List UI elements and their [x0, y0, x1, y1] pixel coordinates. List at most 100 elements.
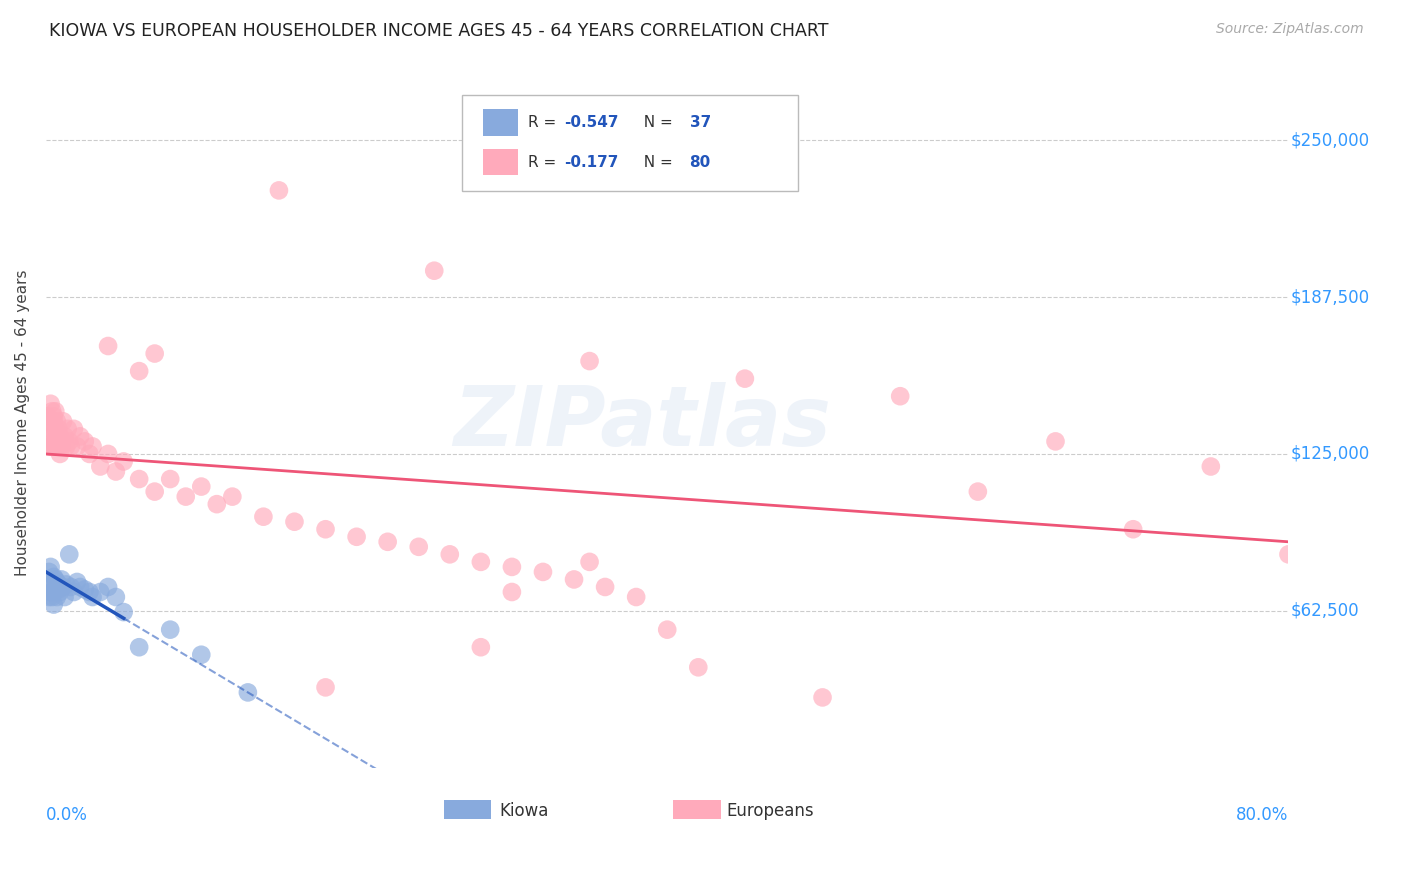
- Point: [59, 580, 82, 594]
- Point: [346, 530, 368, 544]
- Point: [190, 648, 212, 662]
- Point: [89, 459, 111, 474]
- Point: [578, 555, 600, 569]
- Point: [63, 585, 86, 599]
- Point: [42, 570, 65, 584]
- Point: [38, 439, 60, 453]
- Point: [39, 560, 62, 574]
- Point: [624, 590, 647, 604]
- Point: [69, 580, 91, 594]
- Point: [252, 509, 274, 524]
- Point: [58, 547, 80, 561]
- FancyBboxPatch shape: [484, 149, 519, 175]
- Point: [48, 439, 70, 453]
- Text: N =: N =: [634, 115, 678, 130]
- Point: [42, 409, 65, 424]
- Point: [66, 574, 89, 589]
- Point: [38, 590, 60, 604]
- Point: [1277, 547, 1299, 561]
- Text: N =: N =: [634, 154, 678, 169]
- Point: [1199, 459, 1222, 474]
- Point: [315, 522, 337, 536]
- Y-axis label: Householder Income Ages 45 - 64 years: Householder Income Ages 45 - 64 years: [15, 269, 30, 576]
- Point: [423, 263, 446, 277]
- Point: [51, 439, 73, 453]
- Point: [205, 497, 228, 511]
- FancyBboxPatch shape: [443, 800, 491, 820]
- Point: [48, 422, 70, 436]
- FancyBboxPatch shape: [463, 95, 797, 191]
- Point: [39, 585, 62, 599]
- Point: [174, 490, 197, 504]
- Point: [41, 439, 63, 453]
- Point: [97, 339, 120, 353]
- Point: [56, 422, 79, 436]
- Point: [53, 429, 76, 443]
- Point: [190, 479, 212, 493]
- Point: [470, 640, 492, 655]
- Point: [49, 429, 72, 443]
- Point: [159, 623, 181, 637]
- Point: [42, 434, 65, 449]
- Text: Europeans: Europeans: [727, 802, 814, 820]
- Text: $250,000: $250,000: [1291, 131, 1369, 149]
- Point: [966, 484, 988, 499]
- Point: [48, 577, 70, 591]
- Point: [45, 414, 67, 428]
- Point: [112, 605, 135, 619]
- Point: [470, 555, 492, 569]
- Point: [79, 447, 101, 461]
- Text: ZIPatlas: ZIPatlas: [454, 382, 831, 463]
- Point: [41, 404, 63, 418]
- Point: [44, 404, 66, 418]
- Point: [49, 447, 72, 461]
- Point: [531, 565, 554, 579]
- Point: [37, 429, 59, 443]
- Point: [42, 414, 65, 428]
- Point: [128, 640, 150, 655]
- Point: [128, 472, 150, 486]
- Point: [39, 439, 62, 453]
- Point: [315, 681, 337, 695]
- Point: [221, 490, 243, 504]
- Point: [439, 547, 461, 561]
- Point: [501, 585, 523, 599]
- Text: 0.0%: 0.0%: [46, 805, 87, 823]
- Text: KIOWA VS EUROPEAN HOUSEHOLDER INCOME AGES 45 - 64 YEARS CORRELATION CHART: KIOWA VS EUROPEAN HOUSEHOLDER INCOME AGE…: [49, 22, 828, 40]
- Point: [562, 573, 585, 587]
- Point: [38, 414, 60, 428]
- FancyBboxPatch shape: [484, 110, 519, 136]
- Point: [49, 585, 72, 599]
- Point: [89, 585, 111, 599]
- Point: [578, 354, 600, 368]
- Point: [44, 422, 66, 436]
- Point: [593, 580, 616, 594]
- Point: [104, 465, 127, 479]
- Text: R =: R =: [529, 115, 561, 130]
- Text: 37: 37: [689, 115, 711, 130]
- Point: [501, 560, 523, 574]
- Point: [79, 585, 101, 599]
- Text: Kiowa: Kiowa: [499, 802, 548, 820]
- Point: [44, 580, 66, 594]
- Point: [38, 565, 60, 579]
- Point: [53, 590, 76, 604]
- Point: [236, 685, 259, 699]
- Point: [82, 590, 104, 604]
- Text: 80: 80: [689, 154, 711, 169]
- Point: [39, 422, 62, 436]
- Point: [44, 573, 66, 587]
- Text: Source: ZipAtlas.com: Source: ZipAtlas.com: [1216, 22, 1364, 37]
- Point: [63, 422, 86, 436]
- Text: $62,500: $62,500: [1291, 602, 1360, 620]
- Point: [73, 582, 96, 597]
- Point: [1045, 434, 1067, 449]
- Point: [377, 534, 399, 549]
- Point: [112, 454, 135, 468]
- Point: [657, 623, 679, 637]
- FancyBboxPatch shape: [673, 800, 721, 820]
- Point: [45, 590, 67, 604]
- Point: [408, 540, 430, 554]
- Point: [143, 346, 166, 360]
- Point: [159, 472, 181, 486]
